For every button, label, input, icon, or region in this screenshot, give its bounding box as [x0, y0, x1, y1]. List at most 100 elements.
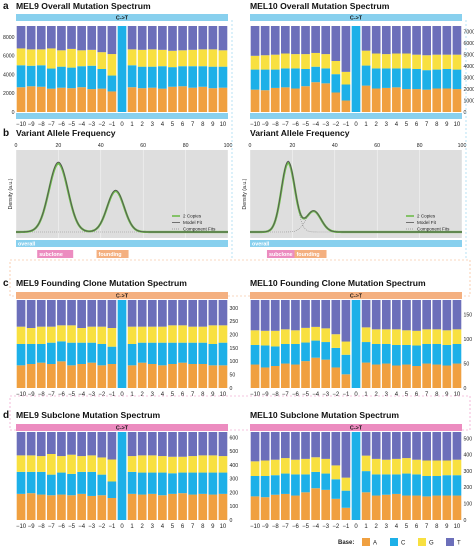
bar-segment-C-pos-1 — [260, 345, 270, 368]
bar-segment-G-pos-12 — [371, 329, 381, 344]
bar-segment-C-pos-6 — [77, 471, 86, 494]
bar-segment-G-pos-2 — [270, 54, 280, 70]
bar-segment-A-pos-15 — [402, 89, 411, 112]
bar-segment-G-pos-1 — [26, 49, 36, 66]
bar-segment-T-pos-16 — [178, 300, 187, 326]
bar-segment-T-pos-16 — [178, 432, 187, 457]
connector-subclone — [9, 395, 471, 431]
bar-segment-C-pos-15 — [168, 342, 177, 364]
bar-segment-C-pos-9 — [107, 75, 117, 92]
mel9_subclone-chart: MEL9 Subclone Mutation SpectrumdC->T−10−… — [3, 410, 238, 530]
bar-segment-C-pos-6 — [311, 66, 320, 83]
bar-segment-T-pos-17 — [188, 432, 198, 457]
bar-segment-C-pos-7 — [321, 473, 331, 490]
bar-segment-G-pos-18 — [432, 329, 442, 344]
bar-segment-A-pos-9 — [341, 507, 351, 520]
x-tick-label: 1 — [130, 524, 134, 530]
bar-segment-C-pos-2 — [36, 471, 46, 495]
bar-segment-C-pos-14 — [158, 66, 167, 89]
bar-segment-T-pos-9 — [107, 300, 117, 328]
bar-segment-G-pos-1 — [260, 330, 270, 346]
bar-segment-A-pos-5 — [67, 495, 76, 520]
bar-segment-G-pos-13 — [381, 54, 391, 69]
bar-segment-G-pos-1 — [260, 460, 270, 476]
bar-segment-T-pos-9 — [341, 26, 351, 72]
bar-segment-G-pos-3 — [46, 454, 56, 475]
bar-segment-T-pos-4 — [291, 26, 300, 55]
bar-segment-A-pos-4 — [57, 87, 66, 112]
y-tick-label: 150 — [464, 312, 473, 318]
bar-segment-C-pos-10 — [117, 26, 127, 112]
bar-segment-A-pos-1 — [26, 493, 36, 520]
bar-segment-G-pos-7 — [321, 328, 331, 343]
base-legend-label-T: T — [457, 541, 461, 547]
y-tick-label: 100 — [230, 359, 239, 365]
bar-segment-G-pos-4 — [291, 54, 300, 69]
bar-segment-A-pos-14 — [158, 88, 167, 112]
bar-segment-A-pos-8 — [97, 495, 107, 520]
y-tick-label: 400 — [230, 463, 239, 469]
x-tick-label: 7 — [425, 122, 429, 128]
bar-segment-C-pos-12 — [371, 68, 381, 89]
bar-segment-G-pos-11 — [127, 326, 137, 344]
bar-segment-G-pos-4 — [291, 330, 300, 344]
x-tick-label: 5 — [171, 524, 175, 530]
x-tick-label: 10 — [454, 122, 461, 128]
x-tick-label: 7 — [425, 524, 429, 530]
bar-segment-T-pos-9 — [107, 432, 117, 460]
bar-segment-C-pos-1 — [26, 344, 36, 364]
bar-segment-T-pos-18 — [198, 300, 208, 327]
x-tick-label: −4 — [312, 524, 320, 530]
bar-segment-C-pos-20 — [452, 475, 462, 496]
bar-segment-A-pos-9 — [107, 364, 117, 388]
bar-segment-C-pos-2 — [270, 475, 280, 495]
bar-segment-A-pos-18 — [198, 86, 208, 112]
bar-segment-T-pos-0 — [16, 300, 26, 327]
bar-segment-A-pos-7 — [87, 89, 97, 112]
x-tick-label: −4 — [78, 122, 86, 128]
bar-segment-C-pos-13 — [147, 472, 157, 494]
bar-segment-A-pos-9 — [341, 374, 351, 388]
bar-segment-T-pos-8 — [331, 300, 341, 335]
bar-segment-C-pos-19 — [442, 344, 452, 366]
bar-segment-G-pos-9 — [341, 477, 351, 491]
panel-label: c — [3, 278, 9, 289]
x-tick-label: 20 — [56, 143, 62, 149]
bar-segment-G-pos-14 — [392, 53, 401, 69]
bar-segment-A-pos-11 — [127, 493, 137, 520]
bar-segment-A-pos-15 — [402, 364, 411, 388]
bar-segment-C-pos-16 — [178, 66, 187, 87]
bar-segment-T-pos-6 — [311, 432, 320, 458]
bar-segment-T-pos-20 — [218, 26, 228, 51]
bar-segment-A-pos-8 — [331, 92, 341, 112]
bar-segment-C-pos-14 — [392, 474, 401, 494]
bar-segment-A-pos-3 — [46, 364, 56, 388]
x-tick-label: −3 — [322, 392, 330, 398]
bar-segment-G-pos-14 — [392, 458, 401, 475]
bar-segment-G-pos-20 — [452, 329, 462, 344]
y-tick-label: 3000 — [464, 75, 474, 81]
bar-segment-G-pos-0 — [250, 461, 260, 476]
bar-segment-A-pos-6 — [77, 364, 86, 388]
bar-segment-A-pos-11 — [361, 362, 371, 388]
x-tick-label: 2 — [375, 122, 379, 128]
bar-segment-A-pos-12 — [137, 362, 147, 388]
x-tick-label: −8 — [38, 392, 46, 398]
bar-segment-T-pos-15 — [168, 300, 177, 326]
bar-segment-A-pos-16 — [412, 89, 421, 112]
bar-segment-T-pos-20 — [218, 432, 228, 457]
bar-segment-G-pos-9 — [341, 71, 351, 85]
y-tick-label: 0 — [464, 110, 467, 116]
x-tick-label: −10 — [16, 392, 27, 398]
bar-segment-T-pos-2 — [36, 26, 46, 50]
base-legend-swatch-T — [446, 538, 454, 546]
y-axis-label: Density (a.u.) — [8, 178, 14, 209]
bar-segment-G-pos-5 — [67, 325, 76, 343]
bar-segment-T-pos-16 — [412, 432, 421, 460]
x-tick-label: 60 — [140, 143, 146, 149]
legend-label: Component Fits — [417, 227, 450, 232]
bar-segment-C-pos-0 — [250, 69, 260, 90]
bar-segment-T-pos-3 — [280, 26, 290, 54]
bar-segment-G-pos-15 — [402, 458, 411, 474]
x-tick-label: 9 — [445, 392, 449, 398]
